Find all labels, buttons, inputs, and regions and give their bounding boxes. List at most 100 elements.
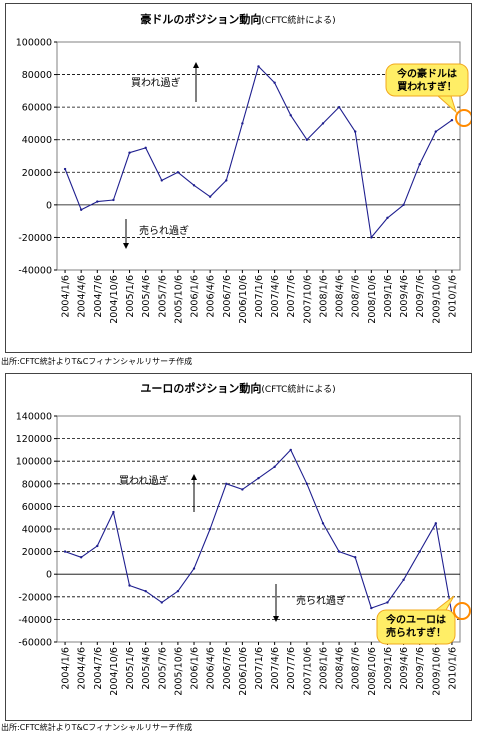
aud-data-point bbox=[144, 146, 147, 150]
aud-x-tick-label: 2007/10/6 bbox=[302, 275, 313, 324]
eur-data-point bbox=[418, 550, 421, 553]
eur-x-tick-label: 2009/7/6 bbox=[415, 647, 426, 690]
eur-x-tick-label: 2005/10/6 bbox=[173, 647, 184, 696]
aud-data-point bbox=[112, 198, 115, 202]
eur-x-tick-label: 2006/1/6 bbox=[190, 647, 201, 690]
eur-x-tick-label: 2009/1/6 bbox=[383, 647, 394, 690]
eur-x-tick-label: 2008/1/6 bbox=[318, 647, 329, 690]
aud-x-tick-label: 2010/1/6 bbox=[447, 275, 458, 318]
aud-x-tick-label: 2007/4/6 bbox=[270, 275, 281, 318]
eur-data-point bbox=[434, 522, 438, 525]
eur-x-tick-label: 2004/1/6 bbox=[61, 647, 72, 690]
aud-data-point bbox=[96, 200, 99, 203]
eur-chart-frame: ユーロのポジション動向(CFTC統計による) 140000 120000 100000… bbox=[5, 373, 472, 721]
aud-chart-frame: 豪ドルのポジション動向(CFTC統計による) 100000 80000 60000 40… bbox=[5, 3, 472, 353]
aud-x-tick-label: 2009/10/6 bbox=[431, 275, 442, 324]
aud-x-tick-label: 2009/4/6 bbox=[399, 275, 410, 318]
aud-x-tick-label: 2009/7/6 bbox=[415, 275, 426, 318]
eur-x-tick-label: 2007/4/6 bbox=[270, 647, 281, 690]
aud-title-note: (CFTC統計による) bbox=[261, 14, 335, 26]
aud-callout-tail bbox=[436, 95, 458, 114]
eur-data-point bbox=[289, 448, 292, 452]
eur-title-note: (CFTC統計による) bbox=[261, 383, 335, 395]
aud-data-point bbox=[402, 203, 405, 207]
eur-y-tick-label: -40000 bbox=[18, 615, 52, 626]
eur-data-point bbox=[79, 556, 83, 559]
eur-x-tick-label: 2010/1/6 bbox=[447, 647, 458, 690]
aud-chart-title: 豪ドルのポジション動向(CFTC統計による) bbox=[140, 12, 335, 26]
aud-callout-line-2: 買われすぎ！ bbox=[397, 80, 457, 93]
eur-series-line bbox=[64, 449, 453, 614]
aud-x-tick-label: 2004/4/6 bbox=[77, 275, 88, 318]
eur-y-tick-label: -60000 bbox=[18, 638, 52, 649]
aud-x-tick-label: 2009/1/6 bbox=[383, 275, 394, 318]
eur-x-tick-label: 2004/4/6 bbox=[77, 647, 88, 690]
aud-data-point bbox=[160, 179, 163, 182]
eur-data-point bbox=[273, 465, 276, 469]
eur-chart-panel: ユーロのポジション動向(CFTC統計による) 140000 120000 100000… bbox=[0, 370, 477, 735]
eur-x-tick-label: 2005/4/6 bbox=[141, 647, 152, 690]
aud-data-point bbox=[257, 65, 260, 68]
aud-oversold-label: 売られ過ぎ bbox=[139, 224, 189, 237]
eur-data-point bbox=[386, 601, 389, 604]
eur-x-tick-label: 2009/4/6 bbox=[399, 647, 410, 690]
eur-callout-line-1: 今のユーロは bbox=[385, 613, 446, 626]
aud-x-tick-label: 2006/4/6 bbox=[206, 275, 217, 318]
eur-oversold-label: 売られ過ぎ bbox=[296, 594, 346, 607]
aud-data-point bbox=[305, 138, 309, 141]
aud-y-tick-label: 40000 bbox=[22, 135, 52, 146]
aud-data-point bbox=[370, 236, 373, 239]
eur-chart-svg: ユーロのポジション動向(CFTC統計による) 140000 120000 100000… bbox=[16, 381, 471, 696]
eur-y-tick-label: 80000 bbox=[22, 479, 52, 490]
aud-data-point bbox=[241, 122, 244, 125]
eur-y-tick-label: 100000 bbox=[16, 457, 52, 468]
eur-x-tick-label: 2007/10/6 bbox=[302, 647, 313, 696]
aud-data-point bbox=[192, 184, 196, 187]
aud-up-arrow-head bbox=[193, 62, 199, 68]
aud-y-tick-label: 80000 bbox=[22, 70, 52, 81]
eur-data-point bbox=[208, 527, 212, 531]
eur-y-tick-label: 120000 bbox=[16, 434, 52, 445]
aud-y-tick-label: 60000 bbox=[22, 103, 52, 114]
aud-callout-line-1: 今の豪ドルは bbox=[396, 67, 457, 80]
aud-data-point bbox=[176, 171, 180, 174]
aud-data-point bbox=[289, 114, 292, 117]
eur-x-tick-label: 2006/4/6 bbox=[206, 647, 217, 690]
eur-data-point bbox=[402, 578, 405, 582]
eur-x-tick-label: 2008/7/6 bbox=[351, 647, 362, 690]
aud-data-point bbox=[386, 216, 389, 220]
aud-callout-bubble bbox=[385, 63, 469, 97]
eur-data-point bbox=[96, 544, 99, 548]
eur-x-tick-label: 2007/1/6 bbox=[254, 647, 265, 690]
aud-highlight-circle bbox=[455, 109, 471, 127]
aud-x-tick-label: 2006/1/6 bbox=[190, 275, 201, 318]
aud-y-tick-label: -40000 bbox=[18, 266, 52, 277]
eur-x-tick-label: 2006/10/6 bbox=[238, 647, 249, 696]
eur-data-point bbox=[176, 589, 180, 593]
eur-overbought-label: 買われ過ぎ bbox=[119, 474, 169, 487]
aud-x-tick-label: 2008/4/6 bbox=[335, 275, 346, 318]
aud-overbought-label: 買われ過ぎ bbox=[131, 76, 181, 89]
aud-x-tick-label: 2008/10/6 bbox=[367, 275, 378, 324]
aud-source-note: 出所:CFTC統計よりT&Cフィナンシャルリサーチ作成 bbox=[1, 357, 193, 366]
aud-y-tick-label: 100000 bbox=[16, 38, 52, 49]
aud-data-point bbox=[128, 151, 131, 154]
aud-chart-svg: 豪ドルのポジション動向(CFTC統計による) 100000 80000 60000 40… bbox=[16, 12, 471, 324]
eur-y-tick-label: 40000 bbox=[22, 525, 52, 536]
eur-chart-title: ユーロのポジション動向(CFTC統計による) bbox=[140, 381, 335, 395]
eur-data-point bbox=[305, 482, 309, 485]
eur-x-tick-label: 2009/10/6 bbox=[431, 647, 442, 696]
eur-x-tick-label: 2008/4/6 bbox=[335, 647, 346, 690]
aud-x-tick-label: 2006/7/6 bbox=[222, 275, 233, 318]
eur-up-arrow-head bbox=[191, 474, 197, 480]
aud-data-point bbox=[354, 130, 357, 133]
aud-data-point bbox=[321, 122, 325, 125]
eur-x-tick-label: 2005/7/6 bbox=[157, 647, 168, 690]
eur-x-tick-label: 2006/7/6 bbox=[222, 647, 233, 690]
aud-x-tick-label: 2008/1/6 bbox=[318, 275, 329, 318]
eur-data-point bbox=[225, 482, 228, 485]
aud-data-point bbox=[273, 81, 276, 84]
aud-data-point bbox=[434, 130, 438, 133]
aud-x-tick-label: 2007/1/6 bbox=[254, 275, 265, 318]
aud-x-tick-label: 2005/1/6 bbox=[125, 275, 136, 318]
